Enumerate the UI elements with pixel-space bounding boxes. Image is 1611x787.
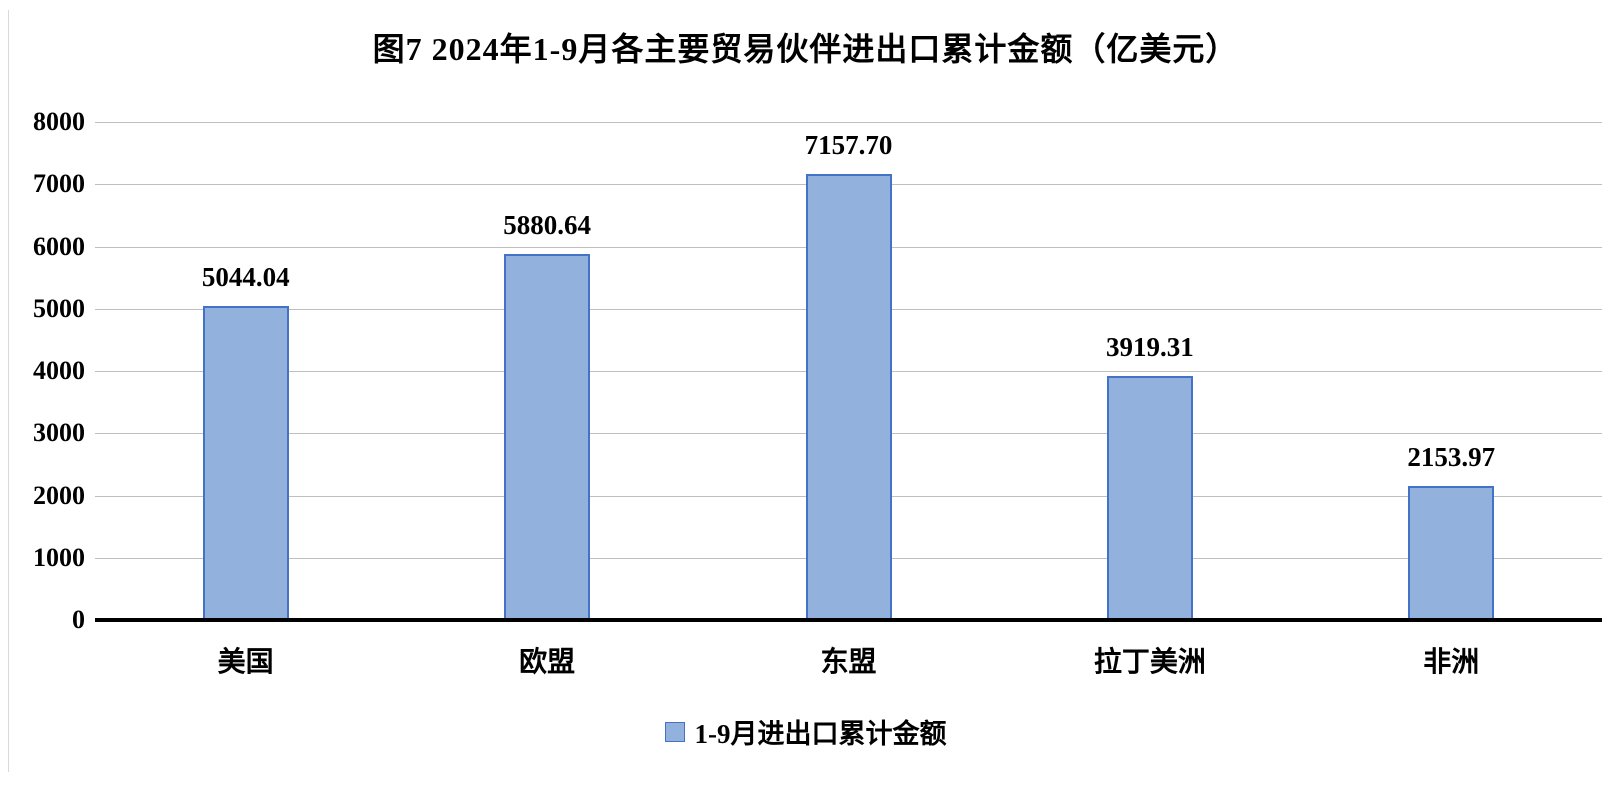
frame-left-border [8,10,9,772]
bar-拉丁美洲 [1106,376,1193,620]
y-tick-label-6000: 6000 [33,231,85,261]
legend: 1-9月进出口累计金额 [0,712,1611,751]
y-tick-label-3000: 3000 [33,418,85,448]
x-axis-line [95,618,1602,622]
y-tick-label-7000: 7000 [33,169,85,199]
bar-欧盟 [504,253,591,620]
x-category-label-美国: 美国 [217,647,274,678]
y-tick-label-0: 0 [72,605,85,634]
legend-swatch-icon [664,721,685,742]
bar-value-label-拉丁美洲: 3919.31 [1106,332,1194,363]
y-tick-label-2000: 2000 [33,480,85,510]
bar-value-label-欧盟: 5880.64 [503,209,591,240]
x-category-label-东盟: 东盟 [820,647,877,678]
x-category-label-欧盟: 欧盟 [519,647,576,678]
gridline-8000 [95,122,1602,123]
bar-value-label-东盟: 7157.70 [804,130,893,161]
bar-非洲 [1408,485,1495,620]
plot-area: 5044.04 5880.64 7157.70 3919.31 2153.97 [95,122,1602,620]
y-tick-label-1000: 1000 [33,542,85,572]
x-category-label-非洲: 非洲 [1423,647,1480,678]
bar-value-label-非洲: 2153.97 [1407,441,1496,472]
legend-label: 1-9月进出口累计金额 [694,719,947,749]
y-tick-label-8000: 8000 [33,107,85,136]
y-tick-label-4000: 4000 [33,356,85,385]
y-tick-label-5000: 5000 [33,293,85,323]
x-category-label-拉丁美洲: 拉丁美洲 [1093,647,1206,678]
chart-title: 图7 2024年1-9月各主要贸易伙伴进出口累计金额（亿美元） [372,31,1239,67]
bar-value-label-美国: 5044.04 [201,262,290,292]
bar-美国 [202,306,289,620]
bar-东盟 [805,174,892,620]
